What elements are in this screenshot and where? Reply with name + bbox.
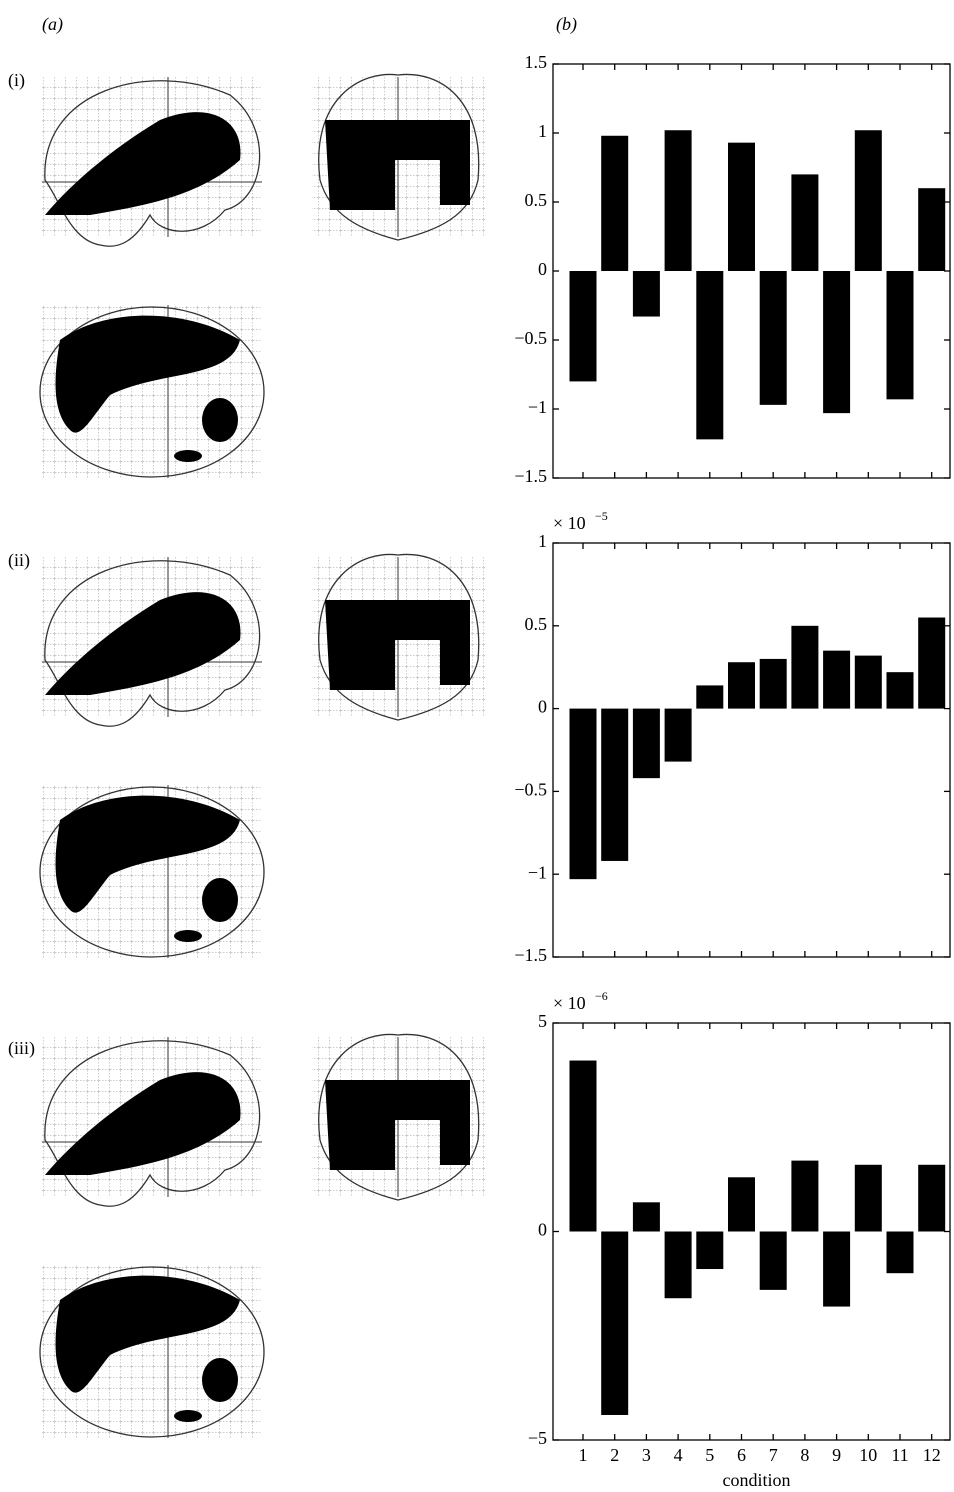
bar [886,672,914,709]
x-tick-label: 11 [891,1445,908,1465]
bar [759,271,787,405]
y-tick-label: 1.5 [525,52,548,72]
brain-projections [39,73,486,479]
axis-scale: × 10 [553,993,586,1013]
bar [823,650,851,709]
bar [632,708,660,779]
y-tick-label: 0 [538,259,547,279]
y-tick-label: 5 [538,1011,547,1031]
row-label: (ii) [8,550,30,571]
y-tick-label: 0.5 [525,190,548,210]
bar [886,1231,914,1274]
bar [569,1060,597,1232]
bar [791,174,819,271]
bar [632,271,660,317]
bar [728,142,755,271]
y-tick-label: −1.5 [514,466,547,486]
bar [854,1164,882,1232]
x-tick-label: 8 [800,1445,809,1465]
bar [918,1164,946,1232]
bar [664,130,692,271]
bar [854,655,882,709]
bar [823,1231,851,1307]
bar [791,625,819,709]
axis-scale: × 10 [553,513,586,533]
bar [664,1231,692,1299]
brain-projections [39,553,486,959]
x-tick-label: 3 [642,1445,651,1465]
bar [918,188,946,271]
y-tick-label: 1 [538,121,547,141]
y-tick-label: 1 [538,531,547,551]
x-tick-label: 7 [769,1445,778,1465]
bar [918,617,946,709]
bar [728,662,755,709]
y-tick-label: 0.5 [525,614,548,634]
x-tick-label: 10 [859,1445,877,1465]
y-tick-label: −1 [528,862,547,882]
x-axis-label: condition [723,1470,791,1490]
y-tick-label: 0 [538,697,547,717]
bar [696,271,724,440]
x-tick-label: 5 [705,1445,714,1465]
y-tick-label: −0.5 [514,780,547,800]
bar [823,271,851,414]
x-tick-label: 9 [832,1445,841,1465]
y-tick-label: 0 [538,1220,547,1240]
brain-projections [39,1033,486,1439]
bar [759,1231,787,1290]
bar [569,708,597,880]
y-tick-label: −1.5 [514,945,547,965]
bar [886,271,914,400]
y-tick-label: −5 [528,1428,547,1448]
bar [759,658,787,709]
axes-frame [552,542,951,958]
bar [632,1202,660,1232]
bar [728,1177,755,1232]
row-label: (i) [8,70,25,91]
bar [601,135,629,271]
y-tick-label: −1 [528,397,547,417]
x-tick-label: 12 [923,1445,941,1465]
bar [664,708,692,762]
bar [696,1231,724,1270]
bar [791,1160,819,1232]
row-label: (iii) [8,1038,35,1059]
x-tick-label: 1 [579,1445,588,1465]
x-tick-label: 4 [674,1445,683,1465]
bar [601,708,629,861]
bar [696,685,724,709]
axis-scale-exponent: −5 [595,509,608,523]
axis-scale-exponent: −6 [595,989,608,1003]
y-tick-label: −0.5 [514,328,547,348]
panel-label: (b) [556,14,577,35]
x-tick-label: 6 [737,1445,746,1465]
panel-label: (a) [42,14,63,35]
x-tick-label: 2 [610,1445,619,1465]
bar [854,130,882,271]
bar [569,271,597,382]
bar [601,1231,629,1415]
